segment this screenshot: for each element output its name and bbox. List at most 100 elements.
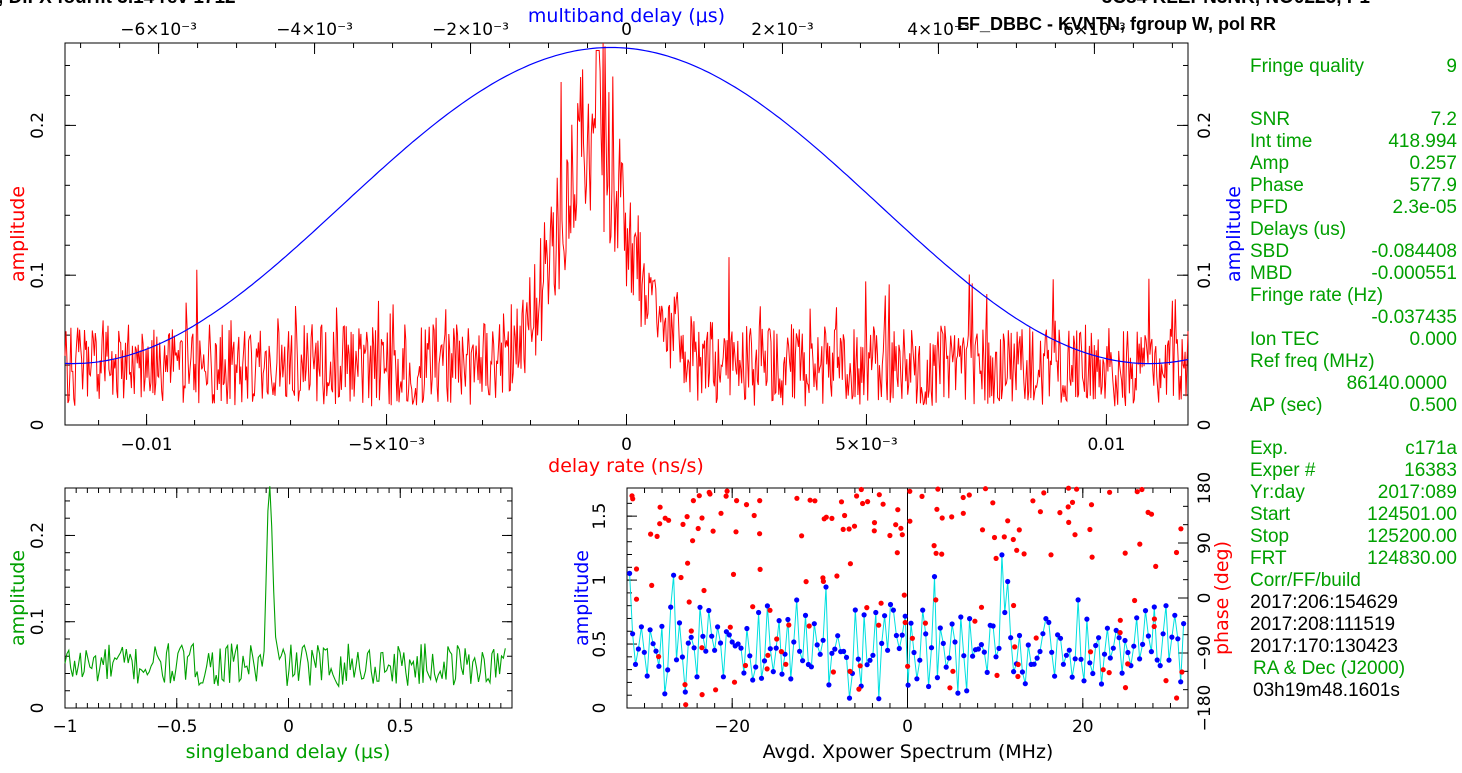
xpower-phase-point [685, 560, 691, 566]
xpower-amplitude-point [1113, 627, 1119, 634]
y2-tick-label: 0 [1195, 420, 1215, 431]
xpower-phase-point [806, 623, 812, 629]
y-tick-label: 0.5 [590, 631, 610, 658]
xpower-amplitude-point [931, 574, 938, 580]
top-tick-label: −6×10⁻³ [120, 20, 197, 40]
xpower-amplitude-point [855, 656, 861, 662]
xpower-amplitude-point [958, 614, 964, 620]
xpower-amplitude-point [923, 631, 929, 637]
xpower-phase-point [1014, 547, 1020, 553]
xpower-amplitude-point [1034, 655, 1040, 661]
xpower-amplitude-point [1019, 669, 1025, 675]
xpower-phase-point [909, 635, 916, 641]
xpower-phase-point [1072, 532, 1078, 538]
xpower-amplitude-point [688, 634, 694, 640]
delay-rate-panel: −0.01 −5×10⁻³ 0 5×10⁻³ 0.01 0 0 0.1 0.1 0.2 0.2 −6×… [7, 5, 1245, 477]
xpower-amplitude-point [975, 646, 982, 652]
xpower-phase-point [699, 515, 705, 521]
xpower-amplitude-point [1116, 635, 1122, 641]
xpower-amplitude-point [1101, 651, 1108, 657]
xpower-phase-point [724, 488, 730, 494]
xpower-phase-point [898, 525, 904, 531]
xpower-amplitude-point [996, 645, 1002, 652]
xpower-amplitude-point [627, 570, 633, 577]
y-tick-label: 0.2 [28, 522, 48, 549]
xpower-amplitude-point [1151, 604, 1157, 610]
xpower-amplitude-point [955, 690, 961, 696]
xpower-phase-point [830, 669, 837, 675]
xpower-phase-point [1151, 623, 1157, 630]
xpower-amplitude-point [1052, 673, 1058, 679]
xpower-amplitude-point [870, 652, 876, 658]
xpower-phase-point [854, 493, 860, 499]
xpower-phase-point [864, 605, 870, 611]
xpower-phase-point [713, 687, 719, 693]
y2-tick-label: −90 [1195, 635, 1215, 671]
xpower-phase-point [786, 622, 792, 628]
xpower-amplitude-point [905, 682, 911, 688]
xpower-phase-point [765, 652, 771, 658]
xpower-phase-point [690, 538, 696, 544]
delay-rate-series-line [64, 42, 1189, 407]
xpower-amplitude-point [1002, 609, 1008, 616]
fringe-rate-value: -0.037435 [1371, 307, 1457, 328]
xpower-phase-point [1173, 549, 1180, 556]
xpower-amplitude-point [1057, 635, 1064, 641]
xpower-amplitude-point [1037, 648, 1043, 655]
xpower-amplitude-point [970, 653, 976, 659]
stat-value: 7.2 [1430, 109, 1457, 130]
xpower-phase-point [949, 514, 955, 520]
ref-freq-value: 86140.0000 [1346, 373, 1447, 394]
exp-label: Yr:day [1250, 482, 1305, 503]
xpower-phase-point [743, 502, 750, 508]
xpower-phase-point [894, 550, 900, 556]
xpower-amplitude-point [937, 625, 943, 631]
xpower-amplitude-point [943, 664, 949, 670]
xpower-amplitude-point [753, 664, 759, 670]
y-axis-label: amplitude [7, 186, 29, 282]
xpower-amplitude-point [1084, 616, 1090, 622]
xpower-phase-point [893, 522, 899, 528]
xpower-phase-point [696, 493, 702, 499]
xpower-amplitude-point [981, 649, 987, 655]
x-tick-label: −0.01 [121, 435, 173, 455]
xpower-phase-point [803, 579, 809, 585]
xpower-amplitude-point [876, 696, 882, 702]
x-tick-label: −1 [52, 717, 77, 737]
header-title-right-2: EF_DBBC - KVNTN, fgroup W, pol RR [957, 14, 1276, 34]
xpower-amplitude-point [1098, 681, 1105, 687]
xpower-phase-point [683, 702, 689, 708]
xpower-amplitude-point [914, 676, 920, 682]
xpower-amplitude-point [668, 604, 674, 610]
top-tick-label: 6×10⁻³ [1063, 20, 1125, 40]
xpower-amplitude-point [1087, 660, 1093, 666]
y2-tick-label: 0 [1195, 593, 1215, 604]
xpower-phase-point [887, 532, 893, 539]
xpower-amplitude-point [656, 663, 662, 669]
xpower-amplitude-point [887, 601, 894, 608]
xpower-phase-point [1030, 498, 1036, 504]
xpower-amplitude-point [770, 669, 776, 675]
xpower-amplitude-point [635, 646, 642, 652]
xpower-amplitude-point [890, 607, 897, 613]
xpower-phase-point [919, 493, 925, 499]
xpower-phase-point [699, 692, 705, 698]
xpower-phase-point [1107, 489, 1113, 495]
xpower-phase-point [657, 521, 663, 527]
xpower-amplitude-point [788, 676, 794, 682]
xpower-phase-point [742, 662, 749, 669]
ion-tec-label: Ion TEC [1250, 329, 1320, 350]
y-axis-label: amplitude [7, 550, 29, 646]
xpower-phase-point [812, 498, 818, 504]
xpower-phase-point [821, 516, 827, 522]
xpower-phase-point [730, 571, 737, 578]
xpower-phase-point [757, 498, 763, 504]
xpower-phase-point [701, 587, 707, 594]
xpower-phase-point [774, 636, 780, 642]
xpower-phase-point [684, 514, 690, 520]
xpower-phase-point [734, 498, 740, 504]
xpower-amplitude-point [682, 689, 688, 695]
xpower-amplitude-point [644, 673, 650, 679]
xpower-phase-point [960, 510, 966, 516]
xpower-amplitude-point [1090, 670, 1096, 677]
